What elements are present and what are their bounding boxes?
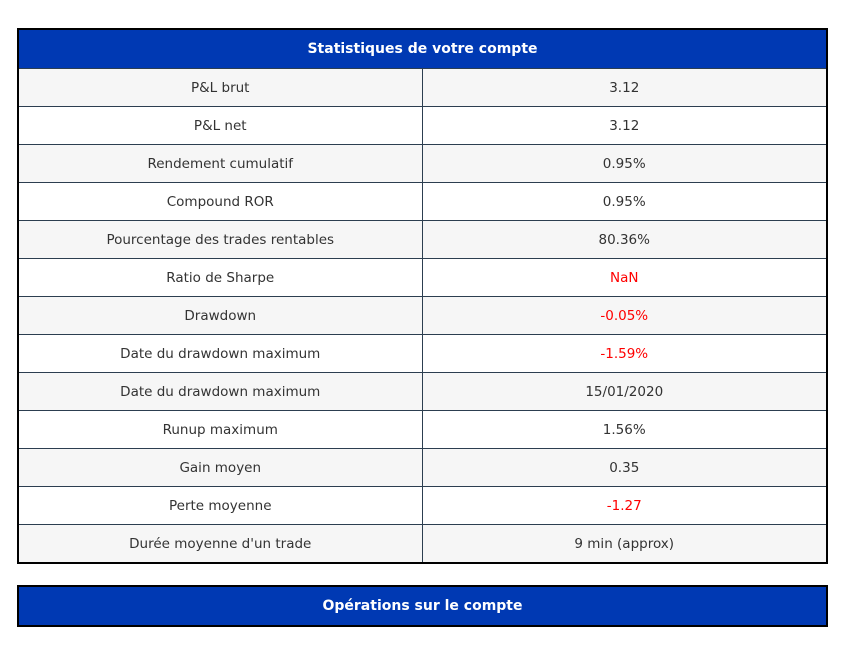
stat-label: Pourcentage des trades rentables [17, 220, 423, 259]
stat-value: 3.12 [421, 68, 828, 107]
stat-label: Perte moyenne [17, 486, 423, 525]
stat-label: Gain moyen [17, 448, 423, 487]
account-statistics-table: Statistiques de votre compte P&L brut 3.1… [17, 28, 828, 564]
operations-table-title: Opérations sur le compte [18, 586, 827, 626]
stat-label: Durée moyenne d'un trade [17, 524, 423, 564]
table-row: Compound ROR 0.95% [17, 182, 828, 221]
table-row: Pourcentage des trades rentables 80.36% [17, 220, 828, 259]
stat-label: Runup maximum [17, 410, 423, 449]
account-operations-table: Opérations sur le compte [17, 585, 828, 627]
stat-value: -1.59% [421, 334, 828, 373]
table-row: Rendement cumulatif 0.95% [17, 144, 828, 183]
stat-value: -0.05% [421, 296, 828, 335]
stat-label: Date du drawdown maximum [17, 372, 423, 411]
stat-label: P&L net [17, 106, 423, 145]
table-row: Runup maximum 1.56% [17, 410, 828, 449]
table-row: Durée moyenne d'un trade 9 min (approx) [17, 524, 828, 564]
stat-label: Drawdown [17, 296, 423, 335]
stat-value: 0.35 [421, 448, 828, 487]
statistics-table-title: Statistiques de votre compte [18, 29, 827, 69]
stat-value: 0.95% [421, 144, 828, 183]
stat-value: 3.12 [421, 106, 828, 145]
table-row: Drawdown -0.05% [17, 296, 828, 335]
stat-label: Rendement cumulatif [17, 144, 423, 183]
stat-value: 80.36% [421, 220, 828, 259]
stat-label: Compound ROR [17, 182, 423, 221]
table-row: P&L brut 3.12 [17, 68, 828, 107]
stat-value: -1.27 [421, 486, 828, 525]
table-row: Date du drawdown maximum -1.59% [17, 334, 828, 373]
stat-value: 0.95% [421, 182, 828, 221]
stat-value: 1.56% [421, 410, 828, 449]
table-row: Ratio de Sharpe NaN [17, 258, 828, 297]
stat-label: P&L brut [17, 68, 423, 107]
stat-label: Date du drawdown maximum [17, 334, 423, 373]
table-row: P&L net 3.12 [17, 106, 828, 145]
stat-value: NaN [421, 258, 828, 297]
table-row: Date du drawdown maximum 15/01/2020 [17, 372, 828, 411]
table-row: Perte moyenne -1.27 [17, 486, 828, 525]
table-row: Gain moyen 0.35 [17, 448, 828, 487]
stat-value: 15/01/2020 [421, 372, 828, 411]
stat-label: Ratio de Sharpe [17, 258, 423, 297]
stat-value: 9 min (approx) [421, 524, 828, 564]
